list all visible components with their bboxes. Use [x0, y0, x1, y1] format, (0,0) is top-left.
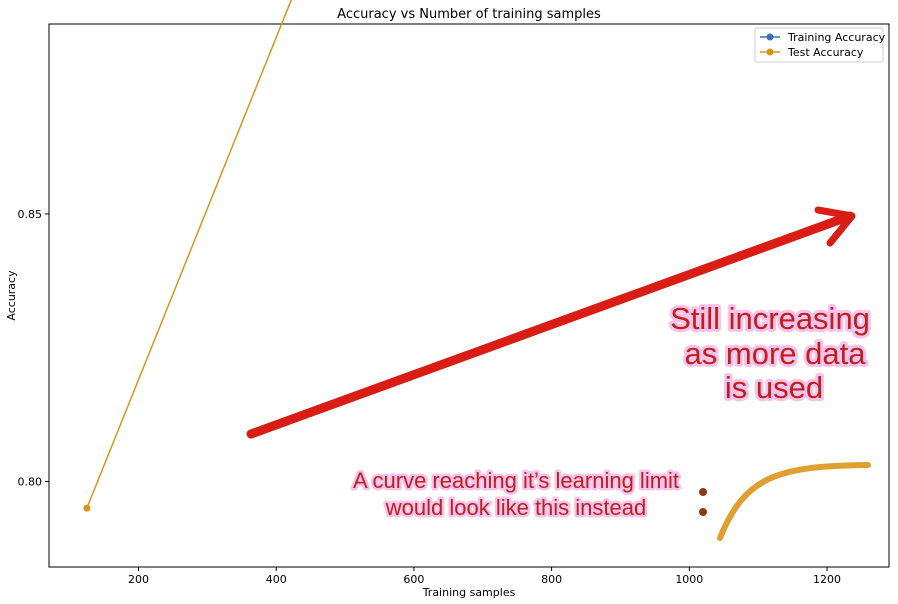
x-tick-label: 600: [403, 573, 424, 586]
secondary-annotation-line-2: would look like this instead: [385, 495, 646, 520]
y-tick-label: 0.85: [18, 208, 43, 221]
main-annotation-line-2: as more data: [685, 336, 867, 371]
x-tick-label: 1200: [813, 573, 841, 586]
main-annotation-line-3: is used: [725, 370, 823, 405]
legend-label-training-accuracy: Training Accuracy: [787, 31, 886, 44]
example-learning-limit-curve: [717, 462, 871, 541]
y-tick-label: 0.80: [18, 475, 43, 488]
test-accuracy-line: [86, 0, 293, 509]
main-annotation-line-1: Still increasing: [670, 301, 870, 336]
x-axis-label: Training samples: [422, 586, 516, 599]
plot-frame: [48, 23, 890, 568]
x-tick-label: 200: [128, 573, 149, 586]
colon-dot-top: [699, 488, 707, 496]
trend-arrow-shaft: [246, 211, 855, 439]
legend-box: [754, 27, 884, 63]
chart-title: Accuracy vs Number of training samples: [337, 7, 601, 22]
legend-label-test-accuracy: Test Accuracy: [787, 46, 864, 59]
series-layer: [83, 0, 293, 512]
trend-arrow-head: [814, 206, 856, 247]
x-tick-label: 800: [541, 573, 562, 586]
y-axis-ticks: 0.800.850.900.951.00: [18, 208, 49, 488]
legend-marker-test-accuracy: [766, 48, 774, 56]
x-axis-ticks: 200 400 600 800 1000 1200: [128, 567, 841, 586]
x-tick-label: 400: [266, 573, 287, 586]
legend: Training Accuracy Test Accuracy: [754, 27, 886, 63]
secondary-annotation-line-1: A curve reaching it’s learning limit: [353, 468, 679, 493]
annotations: Still increasing as more data is used A …: [246, 206, 873, 541]
test-accuracy-point: [83, 504, 91, 512]
y-axis-label: Accuracy: [5, 270, 18, 321]
x-tick-label: 1000: [675, 573, 703, 586]
colon-dot-bottom: [699, 508, 707, 516]
legend-marker-training-accuracy: [766, 33, 774, 41]
